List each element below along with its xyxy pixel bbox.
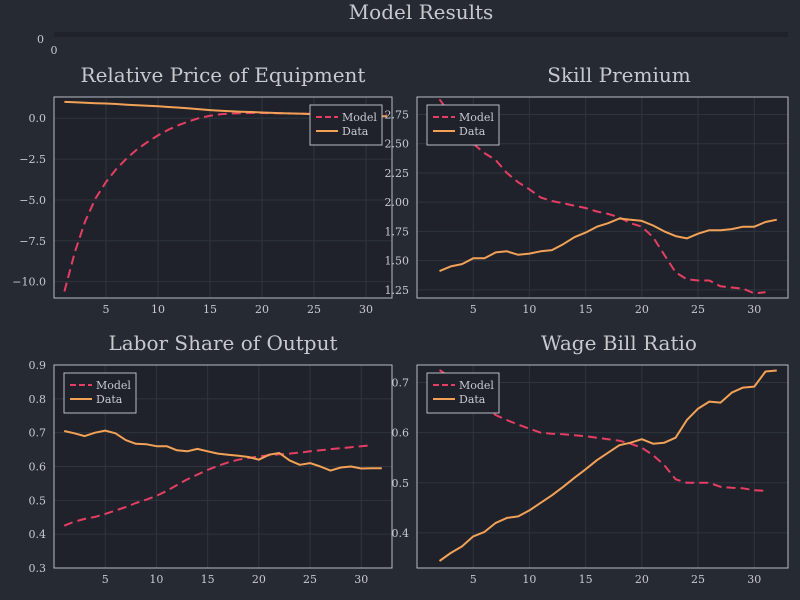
legend-label-data: Data [459, 125, 486, 138]
legend-label-data: Data [342, 125, 369, 138]
x-tick-label: 25 [307, 303, 321, 316]
y-tick-label: 1.25 [385, 284, 410, 297]
chart-panel-1: Relative Price of Equipment 5 10 15 20 25 30 0.… [12, 63, 393, 316]
chart-title: Skill Premium [547, 63, 690, 87]
legend-label-model: Model [96, 379, 131, 392]
plot-frame [53, 96, 393, 299]
chart-title: Wage Bill Ratio [541, 331, 697, 355]
y-tick-label: 0.4 [392, 527, 410, 540]
x-tick-label: 25 [691, 573, 705, 586]
legend-label-model: Model [459, 111, 494, 124]
y-tick-label: 0.3 [29, 562, 47, 575]
y-tick-label: 0.5 [392, 477, 410, 490]
x-tick-label: 25 [691, 303, 705, 316]
x-tick-label: 20 [252, 573, 266, 586]
chart-panels: Relative Price of Equipment 5 10 15 20 25 30 0.… [12, 63, 789, 586]
legend-label-model: Model [342, 111, 377, 124]
y-tick-label: −5.0 [19, 194, 46, 207]
chart-panel-3: Labor Share of Output 5 10 15 20 25 30 0.3 0.4 0.… [29, 331, 393, 586]
x-tick-label: 5 [470, 303, 477, 316]
x-tick-label: 10 [149, 573, 163, 586]
y-tick-label: 0.9 [29, 359, 47, 372]
figure-title: Model Results [349, 0, 494, 24]
y-tick-label: 0.7 [29, 427, 47, 440]
x-tick-label: 10 [151, 303, 165, 316]
x-tick-label: 10 [522, 573, 536, 586]
plot-frame [416, 364, 789, 569]
legend-box [426, 104, 500, 146]
legend-label-model: Model [459, 379, 494, 392]
series-line-model [438, 98, 766, 295]
series-line-data [63, 429, 382, 472]
legend-label-data: Data [96, 393, 123, 406]
x-tick-label: 15 [579, 573, 593, 586]
header-axis-bar [54, 32, 788, 37]
y-tick-label: −2.5 [19, 153, 46, 166]
x-tick-label: 30 [747, 303, 761, 316]
series-group [438, 369, 777, 562]
x-tick-label: 20 [635, 573, 649, 586]
x-tick-label: 5 [470, 573, 477, 586]
series-line-data [439, 217, 777, 273]
x-tick-label: 20 [255, 303, 269, 316]
plot-frame [53, 364, 393, 569]
chart-title: Labor Share of Output [108, 331, 337, 355]
y-tick-label: 0.7 [392, 377, 410, 390]
y-tick-label: 0.8 [29, 393, 47, 406]
legend-label-data: Data [459, 393, 486, 406]
series-group [438, 98, 777, 295]
x-tick-label: 5 [102, 573, 109, 586]
y-tick-label: 0.6 [392, 427, 410, 440]
y-tick-label: 0.5 [29, 494, 47, 507]
chart-panel-2: Skill Premium 5 10 15 20 25 30 1.25 1.50 1.75 2.00… [385, 63, 789, 316]
x-tick-label: 20 [635, 303, 649, 316]
y-tick-label: 0.6 [29, 461, 47, 474]
x-tick-label: 15 [203, 303, 217, 316]
header-axis: 0 0 [37, 32, 788, 57]
y-tick-label: 0.4 [29, 528, 47, 541]
series-line-model [438, 369, 766, 492]
header-axis-x-tick: 0 [51, 44, 58, 57]
series-group [63, 429, 382, 527]
chart-title: Relative Price of Equipment [81, 63, 366, 87]
y-tick-label: −7.5 [19, 235, 46, 248]
chart-panel-4: Wage Bill Ratio 5 10 15 20 25 30 0.4 0.5 0.6 0.7 Mo… [392, 331, 789, 586]
legend-box [426, 372, 500, 414]
y-tick-label: 1.50 [385, 255, 410, 268]
y-tick-label: −10.0 [12, 276, 46, 289]
legend-box [309, 104, 383, 146]
legend-box [63, 372, 137, 414]
x-tick-label: 10 [522, 303, 536, 316]
y-tick-label: 2.25 [385, 167, 410, 180]
series-line-data [438, 369, 777, 562]
y-tick-label: 1.75 [385, 225, 410, 238]
y-tick-label: 2.75 [385, 109, 410, 122]
x-tick-label: 25 [303, 573, 317, 586]
series-line-model [63, 444, 372, 527]
y-tick-label: 2.00 [385, 196, 410, 209]
x-tick-label: 30 [747, 573, 761, 586]
x-tick-label: 30 [359, 303, 373, 316]
plot-frame [416, 96, 789, 299]
x-tick-label: 5 [103, 303, 110, 316]
y-tick-label: 2.50 [385, 138, 410, 151]
x-tick-label: 15 [579, 303, 593, 316]
x-tick-label: 30 [354, 573, 368, 586]
x-tick-label: 15 [201, 573, 215, 586]
header-axis-y-tick: 0 [37, 33, 44, 46]
y-tick-label: 0.0 [29, 112, 47, 125]
